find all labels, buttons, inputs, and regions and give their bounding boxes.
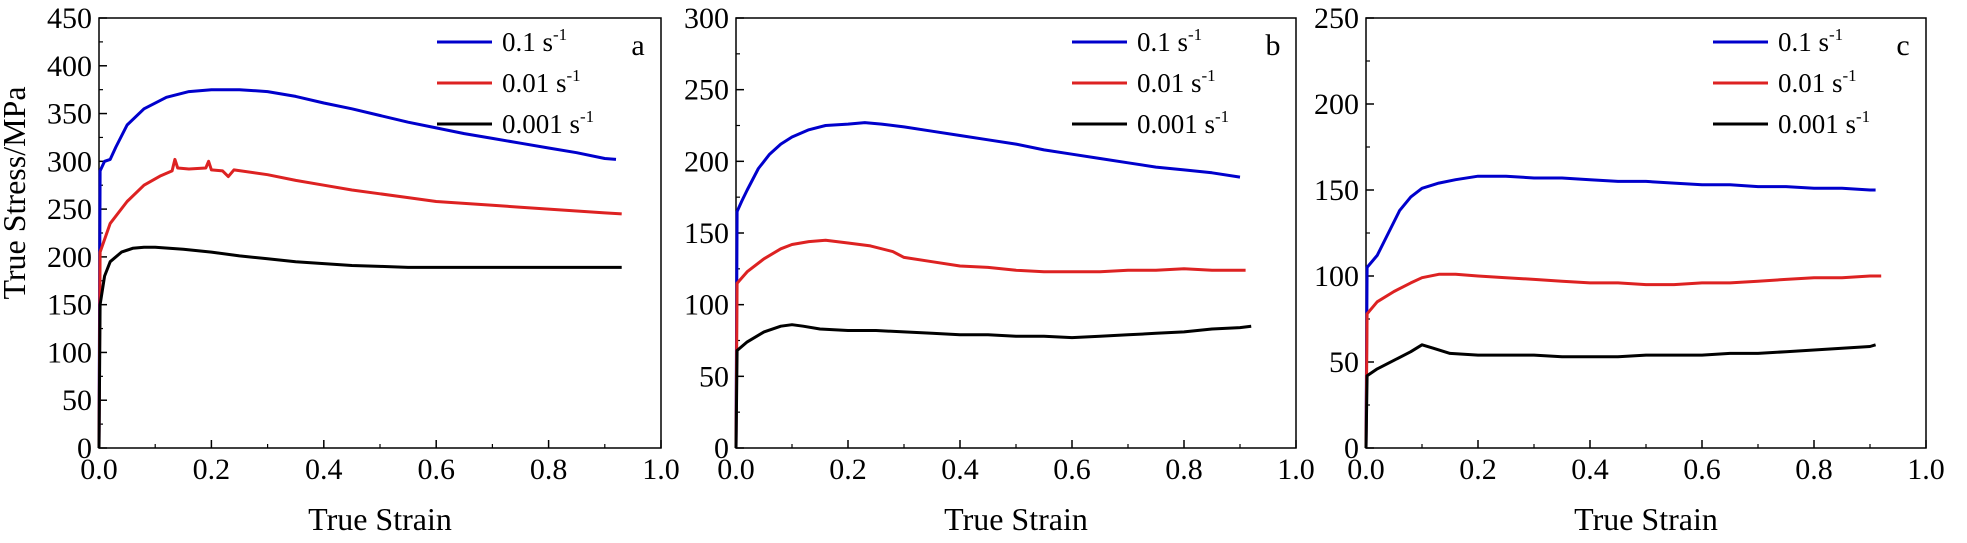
panel-label: a bbox=[631, 29, 644, 62]
y-tick-label: 150 bbox=[684, 217, 729, 250]
y-tick-label: 0 bbox=[1344, 432, 1359, 465]
y-tick-label: 50 bbox=[699, 360, 729, 393]
legend-label: 0.01 s-1 bbox=[502, 66, 581, 98]
y-tick-label: 300 bbox=[684, 2, 729, 35]
x-tick-label: 0.0 bbox=[1347, 453, 1385, 486]
panel-label: b bbox=[1266, 29, 1281, 62]
y-tick-label: 50 bbox=[62, 384, 92, 417]
x-tick-label: 0.0 bbox=[80, 453, 118, 486]
legend-label-superscript: -1 bbox=[580, 107, 594, 126]
panel-label: c bbox=[1896, 29, 1909, 62]
legend-label: 0.001 s-1 bbox=[502, 107, 594, 139]
shared-y-axis-title: True Stress/MPa bbox=[0, 86, 32, 299]
legend-label: 0.001 s-1 bbox=[1137, 107, 1229, 139]
legend-label-superscript: -1 bbox=[1843, 66, 1857, 85]
y-tick-label: 200 bbox=[1314, 88, 1359, 121]
legend-label-superscript: -1 bbox=[1215, 107, 1229, 126]
y-tick-label: 250 bbox=[47, 193, 92, 226]
legend-label-superscript: -1 bbox=[1829, 25, 1843, 44]
y-tick-label: 100 bbox=[47, 336, 92, 369]
x-tick-label: 1.0 bbox=[1277, 453, 1315, 486]
y-tick-label: 0 bbox=[77, 432, 92, 465]
series-line-0.1 bbox=[97, 88, 617, 449]
y-tick-label: 250 bbox=[1314, 2, 1359, 35]
series-line-0.001 bbox=[1364, 343, 1877, 449]
y-tick-label: 200 bbox=[47, 241, 92, 274]
x-axis-title: True Strain bbox=[308, 501, 452, 537]
series-line-0.01 bbox=[1364, 272, 1882, 449]
series-line-0.01 bbox=[734, 238, 1246, 449]
y-tick-label: 150 bbox=[47, 289, 92, 322]
series-line-0.001 bbox=[97, 245, 622, 449]
legend-label: 0.01 s-1 bbox=[1137, 66, 1216, 98]
legend-label: 0.1 s-1 bbox=[1778, 25, 1843, 57]
y-tick-label: 200 bbox=[684, 145, 729, 178]
y-tick-label: 450 bbox=[47, 2, 92, 35]
y-tick-label: 50 bbox=[1329, 346, 1359, 379]
x-tick-label: 0.8 bbox=[1795, 453, 1833, 486]
legend-label-superscript: -1 bbox=[1202, 66, 1216, 85]
x-tick-label: 0.0 bbox=[717, 453, 755, 486]
legend-label: 0.1 s-1 bbox=[502, 25, 567, 57]
x-tick-label: 1.0 bbox=[642, 453, 680, 486]
series-line-0.001 bbox=[734, 323, 1252, 449]
chart-panel-c: 0.0 0.2 0.4 0.6 0.8 1.0 0 50 100 150 200 250 True St… bbox=[1314, 2, 1945, 537]
x-tick-label: 0.4 bbox=[1571, 453, 1609, 486]
x-tick-label: 0.2 bbox=[1459, 453, 1497, 486]
y-tick-label: 250 bbox=[684, 74, 729, 107]
x-axis-title: True Strain bbox=[944, 501, 1088, 537]
x-tick-label: 0.4 bbox=[941, 453, 979, 486]
series-line-0.01 bbox=[97, 157, 622, 449]
legend-label: 0.001 s-1 bbox=[1778, 107, 1870, 139]
x-tick-label: 0.2 bbox=[193, 453, 231, 486]
x-tick-label: 1.0 bbox=[1907, 453, 1945, 486]
y-tick-label: 300 bbox=[47, 145, 92, 178]
series-line-0.1 bbox=[1364, 174, 1876, 449]
chart-panel-a: 0.0 0.2 0.4 0.6 0.8 1.0 0 50 100 150 200 250 300 350 4… bbox=[47, 2, 680, 537]
x-tick-label: 0.4 bbox=[305, 453, 343, 486]
x-tick-label: 0.6 bbox=[1053, 453, 1091, 486]
legend: 0.1 s-1 0.01 s-1 0.001 s-1 bbox=[1713, 25, 1870, 139]
y-tick-label: 150 bbox=[1314, 174, 1359, 207]
chart-panel-b: 0.0 0.2 0.4 0.6 0.8 1.0 0 50 100 150 200 250 300 True… bbox=[684, 2, 1315, 537]
x-axis-title: True Strain bbox=[1574, 501, 1718, 537]
legend-label-superscript: -1 bbox=[567, 66, 581, 85]
y-tick-label: 100 bbox=[684, 289, 729, 322]
x-tick-label: 0.6 bbox=[1683, 453, 1721, 486]
legend: 0.1 s-1 0.01 s-1 0.001 s-1 bbox=[1072, 25, 1229, 139]
legend-label: 0.1 s-1 bbox=[1137, 25, 1202, 57]
legend-label-superscript: -1 bbox=[1188, 25, 1202, 44]
x-tick-label: 0.8 bbox=[530, 453, 568, 486]
series-line-0.1 bbox=[734, 121, 1241, 449]
x-tick-label: 0.8 bbox=[1165, 453, 1203, 486]
x-tick-label: 0.6 bbox=[417, 453, 455, 486]
y-tick-label: 350 bbox=[47, 98, 92, 131]
y-tick-label: 0 bbox=[714, 432, 729, 465]
x-tick-label: 0.2 bbox=[829, 453, 867, 486]
legend-label-superscript: -1 bbox=[553, 25, 567, 44]
legend: 0.1 s-1 0.01 s-1 0.001 s-1 bbox=[437, 25, 594, 139]
chart-panels: 0.0 0.2 0.4 0.6 0.8 1.0 0 50 100 150 200 250 300 350 4… bbox=[47, 2, 1945, 537]
y-tick-label: 400 bbox=[47, 50, 92, 83]
y-tick-label: 100 bbox=[1314, 260, 1359, 293]
legend-label-superscript: -1 bbox=[1856, 107, 1870, 126]
legend-label: 0.01 s-1 bbox=[1778, 66, 1857, 98]
